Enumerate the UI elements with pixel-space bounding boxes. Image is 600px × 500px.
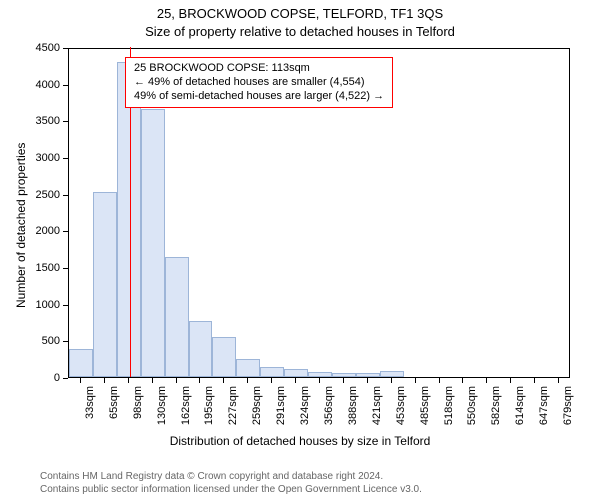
y-tick-label: 1500: [0, 262, 60, 274]
x-tick-mark: [367, 378, 368, 383]
chart-container: 25, BROCKWOOD COPSE, TELFORD, TF1 3QS Si…: [0, 0, 600, 500]
x-tick-label: 388sqm: [347, 386, 359, 436]
y-tick-label: 3000: [0, 152, 60, 164]
bar: [332, 373, 356, 377]
x-tick-label: 485sqm: [419, 386, 431, 436]
x-tick-mark: [80, 378, 81, 383]
x-tick-label: 518sqm: [443, 386, 455, 436]
annotation-line-1: 25 BROCKWOOD COPSE: 113sqm: [134, 62, 384, 76]
y-tick-label: 3500: [0, 115, 60, 127]
x-tick-label: 582sqm: [490, 386, 502, 436]
x-tick-label: 453sqm: [395, 386, 407, 436]
x-tick-mark: [343, 378, 344, 383]
x-tick-mark: [558, 378, 559, 383]
x-tick-label: 679sqm: [562, 386, 574, 436]
x-tick-label: 356sqm: [323, 386, 335, 436]
x-tick-mark: [510, 378, 511, 383]
y-tick-label: 2000: [0, 225, 60, 237]
plot-area: 25 BROCKWOOD COPSE: 113sqm ← 49% of deta…: [68, 48, 570, 378]
x-tick-mark: [152, 378, 153, 383]
y-tick-label: 500: [0, 335, 60, 347]
x-tick-label: 259sqm: [251, 386, 263, 436]
bar: [380, 371, 404, 377]
x-tick-mark: [439, 378, 440, 383]
y-tick-label: 0: [0, 372, 60, 384]
x-tick-mark: [128, 378, 129, 383]
x-tick-mark: [486, 378, 487, 383]
x-tick-mark: [534, 378, 535, 383]
y-tick-label: 2500: [0, 189, 60, 201]
bar: [117, 62, 141, 377]
bar: [69, 349, 93, 377]
footer-attribution: Contains HM Land Registry data © Crown c…: [0, 470, 600, 496]
x-tick-label: 227sqm: [227, 386, 239, 436]
x-tick-mark: [247, 378, 248, 383]
x-tick-label: 421sqm: [371, 386, 383, 436]
x-tick-label: 33sqm: [84, 386, 96, 436]
x-tick-mark: [199, 378, 200, 383]
x-tick-mark: [271, 378, 272, 383]
y-tick-mark: [63, 378, 68, 379]
chart-title-line2: Size of property relative to detached ho…: [0, 24, 600, 39]
annotation-line-2: ← 49% of detached houses are smaller (4,…: [134, 76, 384, 90]
x-tick-mark: [176, 378, 177, 383]
x-tick-label: 614sqm: [514, 386, 526, 436]
x-tick-mark: [415, 378, 416, 383]
x-tick-label: 65sqm: [108, 386, 120, 436]
footer-line-1: Contains HM Land Registry data © Crown c…: [40, 470, 600, 483]
y-tick-label: 1000: [0, 299, 60, 311]
y-tick-label: 4500: [0, 42, 60, 54]
x-tick-label: 130sqm: [156, 386, 168, 436]
annotation-line-3: 49% of semi-detached houses are larger (…: [134, 90, 384, 104]
x-tick-mark: [319, 378, 320, 383]
bar: [165, 257, 189, 377]
x-tick-label: 324sqm: [299, 386, 311, 436]
bar: [93, 192, 117, 377]
x-tick-label: 162sqm: [180, 386, 192, 436]
x-tick-label: 647sqm: [538, 386, 550, 436]
x-tick-mark: [295, 378, 296, 383]
x-tick-mark: [462, 378, 463, 383]
bar: [308, 372, 332, 377]
bar: [284, 369, 308, 377]
bar: [212, 337, 236, 377]
bar: [356, 373, 380, 377]
bar: [236, 359, 260, 377]
x-axis-label: Distribution of detached houses by size …: [0, 434, 600, 448]
x-tick-label: 291sqm: [275, 386, 287, 436]
bar: [189, 321, 213, 377]
x-tick-mark: [104, 378, 105, 383]
bar: [260, 367, 284, 377]
footer-line-2: Contains public sector information licen…: [40, 483, 600, 496]
annotation-box: 25 BROCKWOOD COPSE: 113sqm ← 49% of deta…: [125, 57, 393, 108]
y-tick-label: 4000: [0, 79, 60, 91]
x-tick-mark: [223, 378, 224, 383]
x-tick-label: 98sqm: [132, 386, 144, 436]
x-tick-label: 195sqm: [203, 386, 215, 436]
chart-title-line1: 25, BROCKWOOD COPSE, TELFORD, TF1 3QS: [0, 6, 600, 21]
x-tick-label: 550sqm: [466, 386, 478, 436]
bar: [141, 109, 165, 377]
x-tick-mark: [391, 378, 392, 383]
